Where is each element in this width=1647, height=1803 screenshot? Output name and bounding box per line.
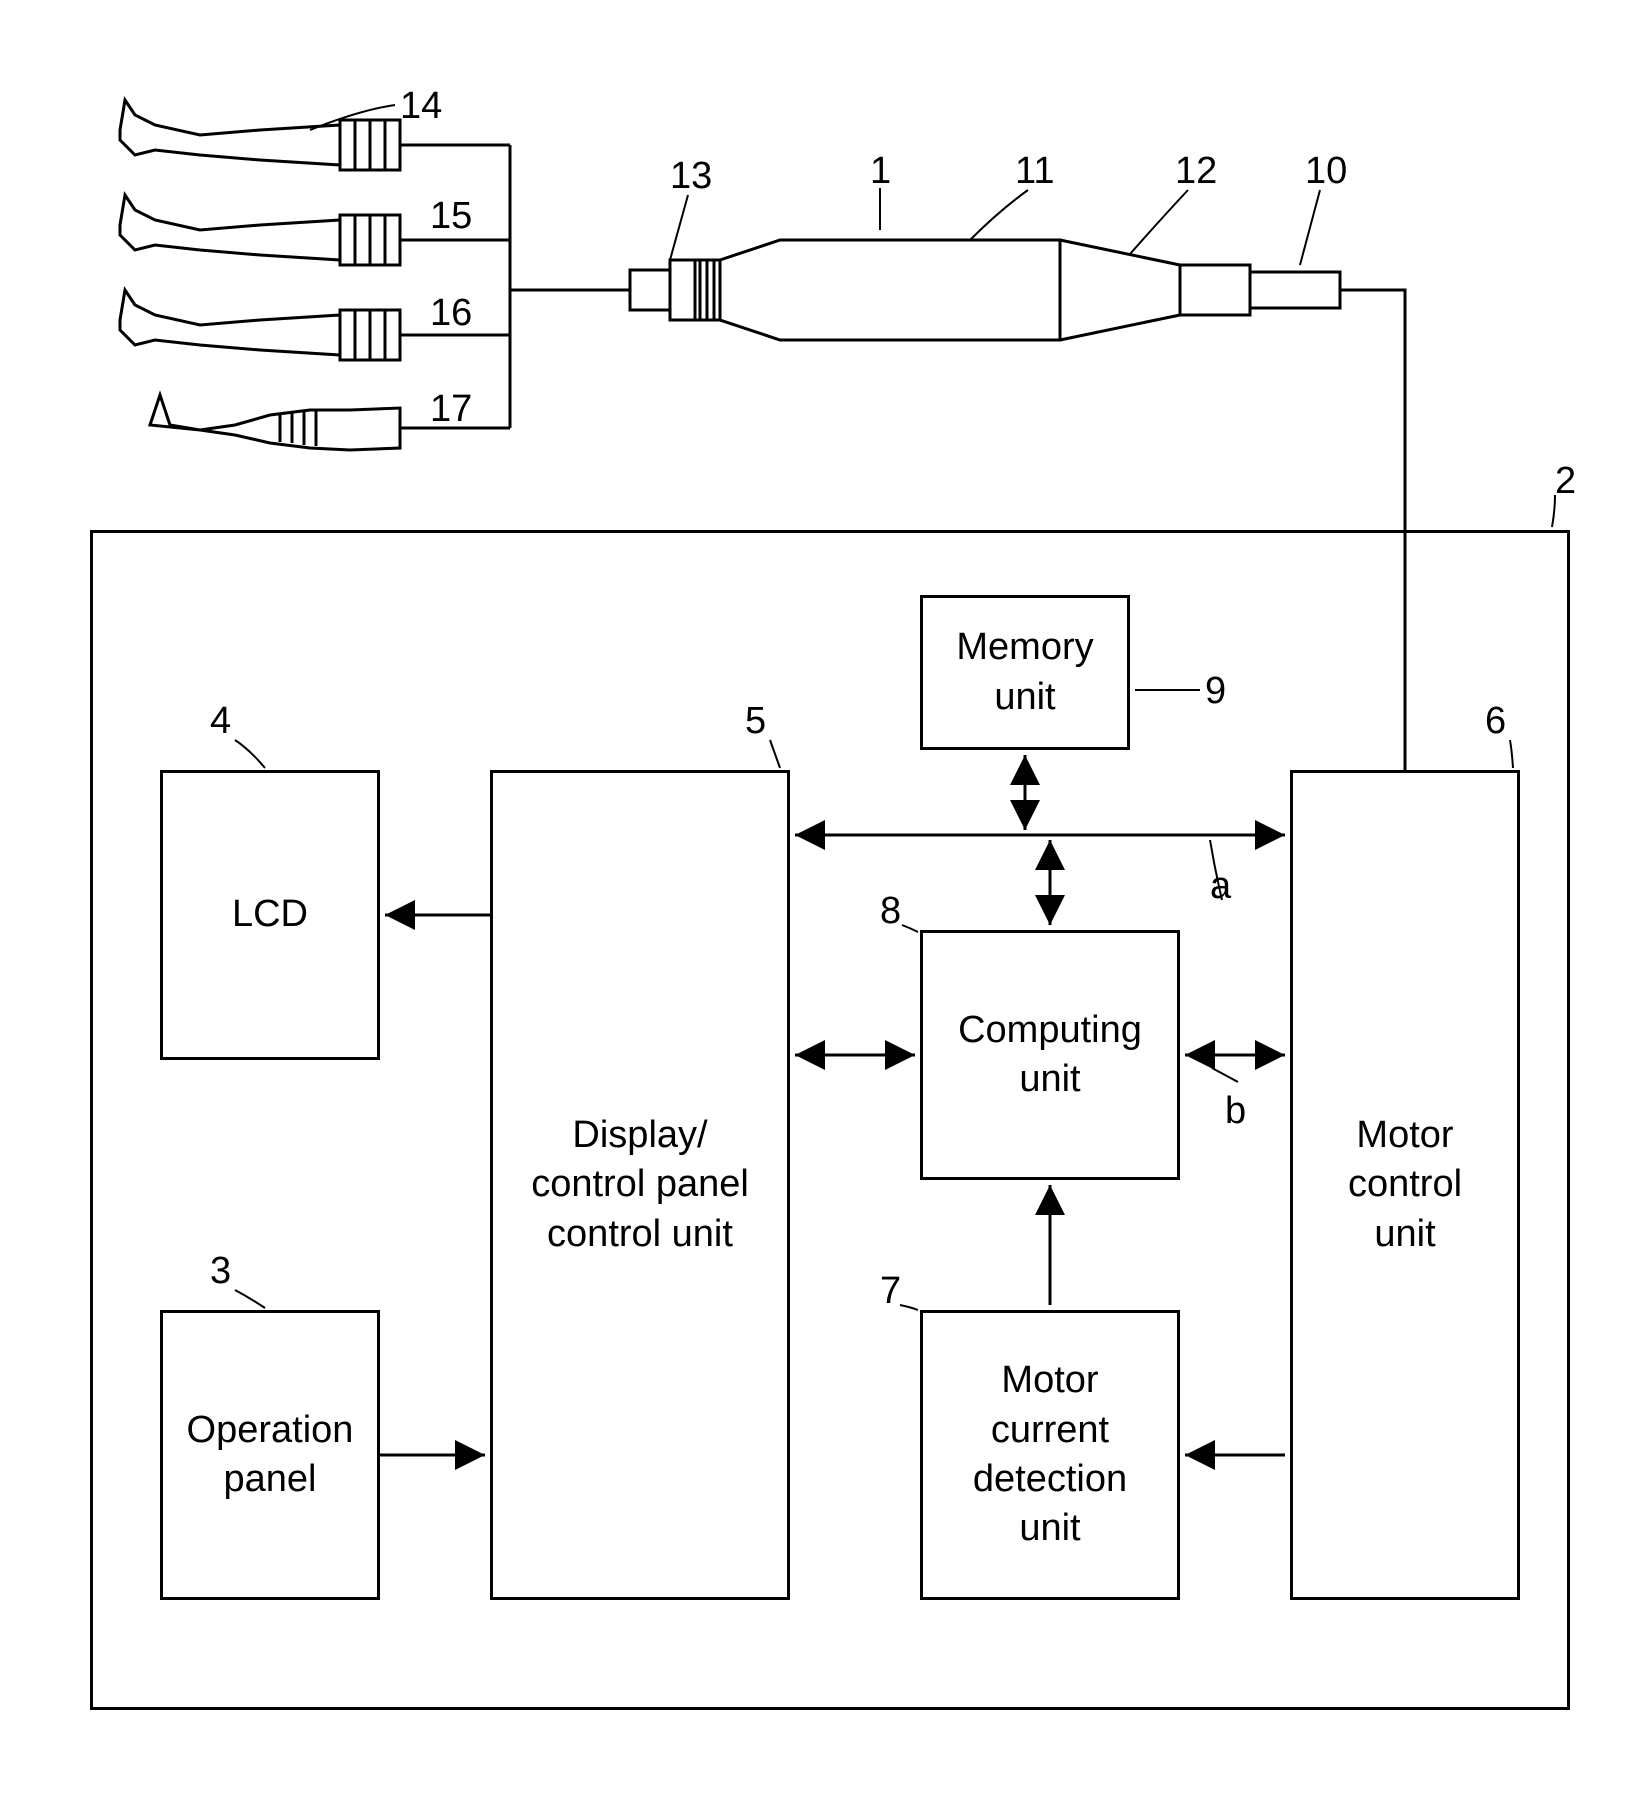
ref-1: 1	[870, 150, 891, 193]
motor-control-text: Motor control unit	[1348, 1111, 1462, 1259]
display-control-text: Display/ control panel control unit	[521, 1111, 759, 1259]
ref-a: a	[1210, 865, 1231, 908]
motor-assembly-icon	[630, 240, 1340, 340]
computing-box: Computing unit	[920, 930, 1180, 1180]
ref-12: 12	[1175, 150, 1217, 193]
handpiece-14-icon	[120, 100, 400, 170]
ref-16: 16	[430, 292, 472, 335]
memory-text: Memory unit	[956, 623, 1093, 722]
ref-13: 13	[670, 155, 712, 198]
computing-text: Computing unit	[958, 1006, 1142, 1105]
diagram-canvas: LCD Operation panel Display/ control pan…	[0, 0, 1647, 1803]
ref-5: 5	[745, 700, 766, 743]
ref-7: 7	[880, 1270, 901, 1313]
handpiece-15-icon	[120, 195, 400, 265]
ref-3: 3	[210, 1250, 231, 1293]
display-control-box: Display/ control panel control unit	[490, 770, 790, 1600]
ref-11: 11	[1015, 150, 1054, 193]
handpiece-17-icon	[150, 395, 400, 450]
motor-control-box: Motor control unit	[1290, 770, 1520, 1600]
ref-6: 6	[1485, 700, 1506, 743]
ref-9: 9	[1205, 670, 1226, 713]
ref-4: 4	[210, 700, 231, 743]
ref-b: b	[1225, 1090, 1246, 1133]
lcd-text: LCD	[232, 890, 308, 939]
handpiece-connections	[400, 145, 630, 428]
ref-17: 17	[430, 388, 472, 431]
operation-panel-text: Operation panel	[187, 1406, 354, 1505]
memory-box: Memory unit	[920, 595, 1130, 750]
ref-15: 15	[430, 195, 472, 238]
lcd-box: LCD	[160, 770, 380, 1060]
ref-8: 8	[880, 890, 901, 933]
ref-10: 10	[1305, 150, 1347, 193]
ref-14: 14	[400, 85, 442, 128]
operation-panel-box: Operation panel	[160, 1310, 380, 1600]
motor-current-box: Motor current detection unit	[920, 1310, 1180, 1600]
ref-2: 2	[1555, 460, 1576, 503]
motor-current-text: Motor current detection unit	[973, 1356, 1127, 1554]
handpiece-16-icon	[120, 290, 400, 360]
